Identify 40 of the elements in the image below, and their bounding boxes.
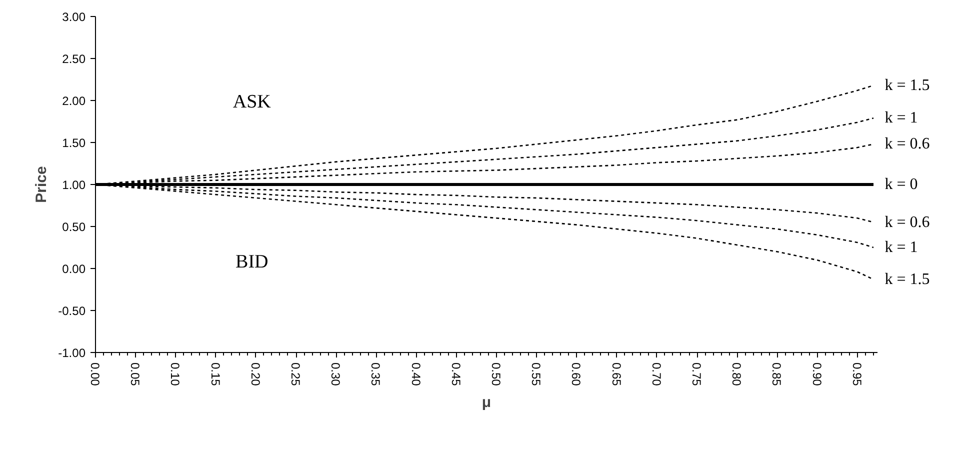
annotation: ASK: [232, 92, 272, 113]
x-tick-label: 0.65: [609, 362, 624, 386]
x-tick-label: 0.40: [408, 362, 423, 386]
series-label: k = 1.5: [884, 270, 930, 288]
series-label: k = 1.5: [884, 76, 930, 94]
y-tick-label: 1.50: [62, 136, 86, 150]
x-tick-label: 0.75: [690, 362, 704, 386]
x-tick-label: 0.35: [368, 362, 383, 386]
x-tick-label: 0.30: [328, 362, 343, 386]
x-tick-label: 0.15: [208, 362, 222, 386]
annotation: BID: [236, 251, 268, 272]
series-label: k = 1: [884, 110, 918, 127]
x-tick-label: 0.60: [569, 362, 584, 386]
x-tick-label: 0.25: [288, 362, 303, 386]
x-tick-label: 0.55: [529, 362, 544, 386]
y-tick-label: 2.50: [62, 52, 86, 66]
y-axis-title: Price: [33, 166, 50, 203]
x-tick-label: 0.70: [649, 362, 664, 386]
y-tick-label: -1.00: [58, 346, 86, 360]
series-label: k = 0.6: [884, 136, 930, 153]
x-tick-label: 0.95: [850, 362, 864, 386]
x-tick-label: 0.20: [248, 362, 262, 386]
x-tick-label: 0.45: [448, 362, 463, 386]
x-tick-label: 0.10: [168, 362, 182, 386]
series-label: k = 1: [884, 239, 918, 256]
y-tick-label: 0.00: [62, 262, 86, 276]
y-tick-label: 0.50: [62, 220, 86, 234]
y-tick-label: 3.00: [62, 10, 86, 24]
x-tick-label: 0.85: [770, 362, 784, 386]
x-tick-label: 0.00: [88, 362, 102, 386]
y-tick-label: -0.50: [58, 304, 86, 318]
series-label: k = 0: [884, 176, 918, 193]
y-tick-label: 1.00: [62, 178, 86, 192]
y-tick-label: 2.00: [62, 94, 86, 108]
x-tick-label: 0.90: [810, 362, 824, 386]
x-tick-label: 0.50: [489, 362, 504, 386]
series-label: k = 0.6: [884, 214, 930, 231]
x-tick-label: 0.80: [730, 362, 744, 386]
x-tick-label: 0.05: [128, 362, 142, 386]
x-axis-title: μ: [482, 394, 492, 411]
